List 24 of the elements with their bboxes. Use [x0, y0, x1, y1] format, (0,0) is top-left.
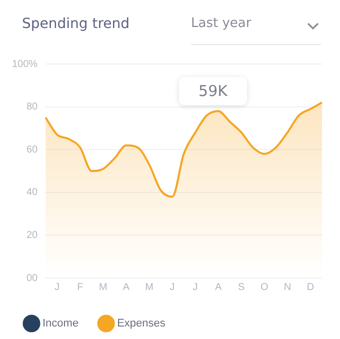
- y-tick-label: 80: [26, 102, 38, 113]
- y-tick-label: 60: [26, 144, 38, 156]
- x-tick-label: A: [215, 282, 222, 293]
- x-tick-label: J: [170, 282, 175, 293]
- y-tick-label: 100%: [12, 58, 38, 70]
- annotation: 59K: [179, 77, 247, 105]
- legend-label: Expenses: [117, 318, 166, 330]
- x-tick-label: D: [306, 282, 314, 293]
- x-tick-label: S: [238, 282, 246, 293]
- x-tick-label: A: [122, 282, 130, 293]
- chart-title: Spending trend: [22, 16, 130, 32]
- x-tick-label: N: [284, 282, 292, 293]
- x-tick-label: M: [145, 282, 154, 293]
- x-tick-label: J: [192, 282, 198, 293]
- x-tick-label: O: [260, 282, 269, 293]
- x-tick-label: J: [54, 282, 60, 293]
- legend-label: Income: [42, 318, 79, 330]
- chart-subtitle: Last year: [191, 16, 252, 31]
- x-tick-label: M: [98, 282, 108, 293]
- y-tick-label: 20: [26, 230, 38, 241]
- dropdown: Last year: [191, 14, 321, 45]
- y-tick-label: 40: [26, 187, 38, 198]
- x-tick-label: F: [77, 282, 84, 293]
- y-tick-label: 00: [26, 272, 38, 284]
